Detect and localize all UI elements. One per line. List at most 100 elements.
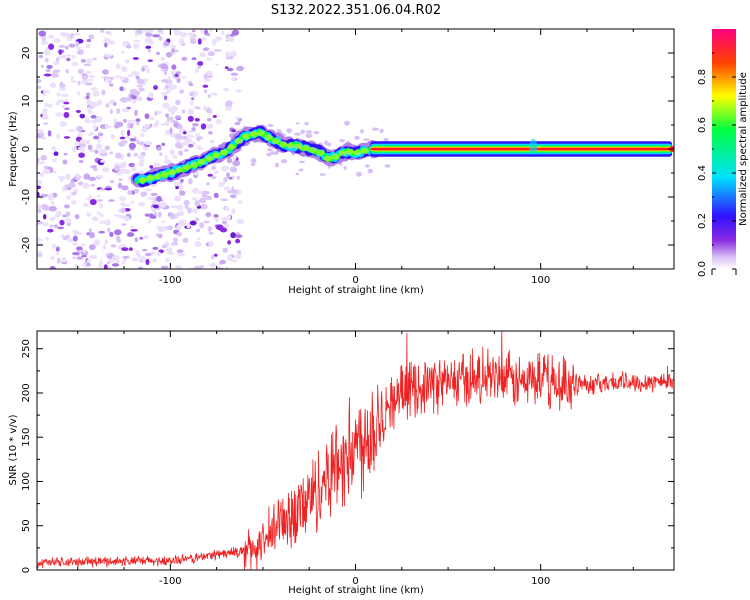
spectrogram-noise-cell bbox=[50, 82, 57, 88]
spectrogram-noise-cell bbox=[306, 130, 313, 134]
spectrogram-noise-cell bbox=[43, 73, 52, 77]
spectrogram-noise-cell bbox=[85, 139, 91, 145]
spectrogram-noise-cell bbox=[133, 188, 139, 194]
spectrogram-noise-cell bbox=[121, 140, 128, 144]
spectrogram-noise-cell bbox=[157, 211, 162, 218]
spectrogram-steady-line bbox=[370, 147, 673, 151]
spectrogram-noise-cell bbox=[115, 259, 120, 264]
spectrogram-noise-cell bbox=[250, 158, 257, 164]
spectrogram-noise-cell bbox=[250, 162, 256, 167]
spectrogram-noise-cell bbox=[66, 57, 71, 62]
spectrogram-noise-cell bbox=[313, 130, 320, 135]
spectrogram-noise-cell bbox=[210, 175, 217, 180]
spectrogram-noise-cell bbox=[178, 38, 185, 45]
spectrogram-noise-cell bbox=[188, 130, 195, 134]
spectrogram-noise-cell bbox=[231, 186, 235, 193]
spectrogram-noise-cell bbox=[63, 152, 68, 156]
spectrogram-noise-cell bbox=[157, 29, 163, 32]
spectrogram-marks bbox=[37, 29, 674, 269]
spectrogram-noise-cell bbox=[109, 231, 114, 238]
spectrogram-noise-cell bbox=[236, 253, 242, 260]
spectrogram-noise-cell bbox=[156, 147, 162, 151]
spectrogram-noise-cell bbox=[41, 40, 48, 46]
spectrogram-noise-cell bbox=[286, 128, 293, 134]
spectrogram-noise-cell bbox=[96, 211, 102, 216]
spectrogram-noise-cell bbox=[130, 229, 138, 232]
spectrogram-noise-cell bbox=[211, 39, 217, 46]
spectrogram-noise-cell bbox=[56, 92, 61, 97]
spectrogram-noise-cell bbox=[235, 238, 241, 244]
y-tick-label: -10 bbox=[21, 189, 32, 205]
spectrogram-noise-cell bbox=[237, 200, 243, 204]
spectrogram-noise-cell bbox=[197, 38, 202, 45]
spectrogram-peak-cell bbox=[323, 155, 332, 162]
spectrogram-noise-cell bbox=[141, 127, 149, 133]
spectrogram-noise-cell bbox=[40, 64, 45, 68]
spectrogram-noise-cell bbox=[39, 160, 45, 165]
spectrogram-noise-cell bbox=[57, 226, 64, 230]
spectrogram-noise-cell bbox=[115, 235, 121, 242]
spectrogram-peak-cell bbox=[183, 164, 191, 171]
spectrogram-noise-cell bbox=[226, 172, 230, 179]
y-tick-label: 100 bbox=[21, 472, 32, 491]
spectrogram-noise-cell bbox=[234, 234, 243, 239]
spectrogram-noise-cell bbox=[280, 159, 288, 164]
spectrogram-noise-cell bbox=[104, 42, 108, 48]
spectrogram-peak-cell bbox=[197, 158, 206, 165]
spectrogram-noise-cell bbox=[51, 145, 57, 152]
spectrogram-noise-cell bbox=[169, 127, 173, 134]
spectrogram-noise-cell bbox=[104, 239, 108, 245]
colorbar-tick-label: 0.4 bbox=[697, 165, 708, 181]
x-tick-label: 100 bbox=[531, 576, 550, 587]
spectrogram-noise-cell bbox=[122, 119, 127, 123]
spectrogram-noise-cell bbox=[147, 196, 156, 200]
spectrogram-peak-cell bbox=[331, 153, 340, 160]
spectrogram-noise-cell bbox=[132, 100, 137, 104]
spectrogram-noise-cell bbox=[121, 223, 127, 227]
spectrogram-noise-cell bbox=[65, 234, 70, 239]
spectrogram-noise-cell bbox=[49, 224, 54, 228]
spectrogram-noise-cell bbox=[172, 106, 178, 112]
spectrogram-noise-cell bbox=[224, 66, 229, 69]
spectrogram-noise-cell bbox=[37, 157, 40, 163]
spectrogram-noise-cell bbox=[86, 212, 92, 217]
x-tick-label: -100 bbox=[159, 275, 182, 286]
spectrogram-noise-cell bbox=[98, 230, 105, 234]
spectrogram-noise-cell bbox=[88, 34, 95, 40]
spectrogram-noise-cell bbox=[130, 200, 135, 204]
spectrogram-noise-cell bbox=[91, 87, 98, 91]
spectrogram-noise-cell bbox=[139, 133, 145, 138]
spectrogram-noise-cell bbox=[266, 152, 272, 157]
spectrogram-noise-cell bbox=[231, 259, 238, 263]
spectrogram-noise-cell bbox=[98, 132, 104, 137]
spectrogram-noise-cell bbox=[212, 115, 217, 118]
spectrogram-noise-cell bbox=[194, 133, 201, 137]
spectrogram-noise-cell bbox=[196, 228, 201, 233]
spectrogram-noise-cell bbox=[134, 237, 139, 243]
spectrogram-noise-cell bbox=[208, 130, 213, 135]
spectrogram-noise-cell bbox=[76, 256, 84, 260]
spectrogram-noise-cell bbox=[187, 207, 192, 214]
spectrogram-noise-cell bbox=[164, 121, 170, 126]
spectrogram-noise-cell bbox=[198, 197, 207, 204]
spectrogram-noise-cell bbox=[232, 160, 241, 167]
spectrogram-noise-cell bbox=[79, 113, 86, 119]
spectrogram-noise-cell bbox=[145, 32, 153, 37]
spectrogram-noise-cell bbox=[152, 246, 159, 250]
spectrogram-noise-cell bbox=[89, 231, 95, 239]
spectrogram-noise-cell bbox=[150, 192, 158, 196]
spectrogram-noise-cell bbox=[188, 178, 193, 185]
spectrogram-noise-cell bbox=[48, 34, 55, 39]
spectrogram-noise-cell bbox=[192, 34, 197, 37]
spectrogram-noise-cell bbox=[171, 48, 175, 53]
spectrogram-noise-cell bbox=[89, 101, 98, 108]
spectrogram-noise-cell bbox=[48, 43, 55, 50]
spectrogram-noise-cell bbox=[304, 121, 309, 126]
spectrogram-noise-cell bbox=[37, 185, 42, 190]
spectrogram-noise-cell bbox=[176, 77, 181, 84]
spectrogram-noise-cell bbox=[135, 96, 143, 102]
spectrogram-noise-cell bbox=[88, 194, 92, 201]
spectrogram-noise-cell bbox=[37, 238, 44, 242]
spectrogram-noise-cell bbox=[45, 168, 51, 174]
